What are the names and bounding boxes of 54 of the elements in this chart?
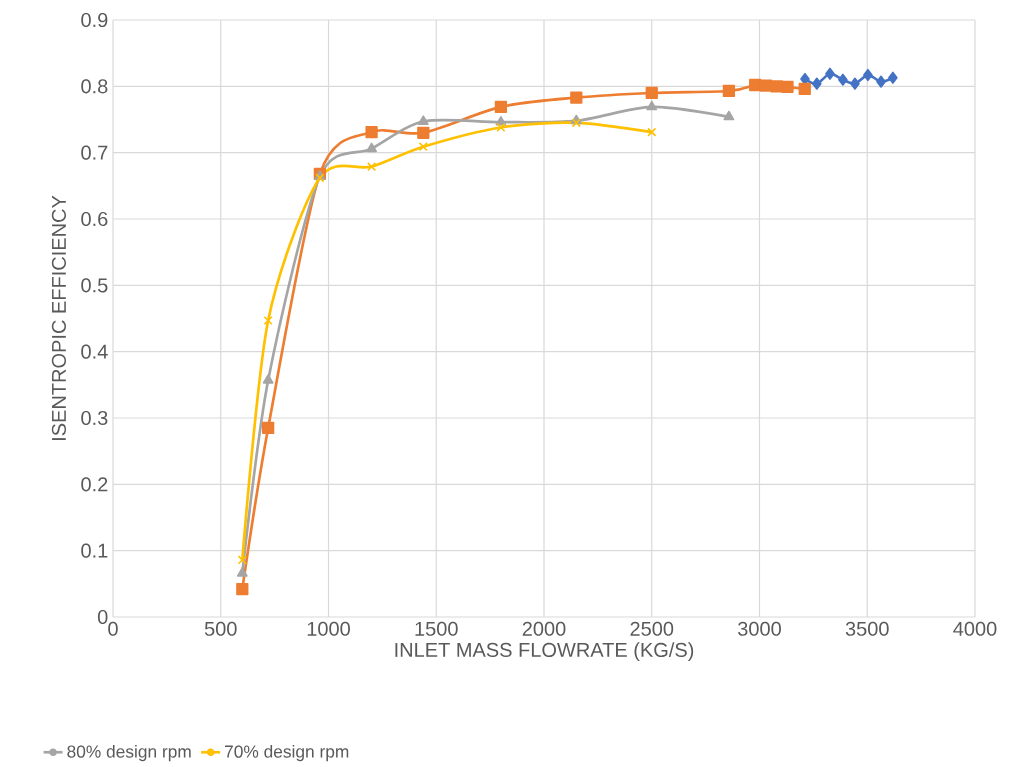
point	[496, 122, 506, 133]
x-tick-label: 3000	[738, 621, 781, 636]
point	[494, 100, 508, 114]
x-tick-label: 1000	[307, 621, 350, 636]
y-tick-label: 0	[97, 609, 108, 625]
point	[571, 118, 581, 128]
y-tick-label: 0.8	[81, 79, 108, 94]
point	[236, 583, 249, 596]
point	[850, 77, 860, 90]
point	[838, 73, 848, 86]
point	[418, 142, 428, 152]
x-tick-label: 500	[204, 621, 237, 636]
x-tick-label: 0	[108, 621, 118, 636]
y-tick-label: 0.4	[81, 344, 108, 359]
x-tick-label: 3500	[845, 621, 889, 636]
point	[876, 75, 886, 88]
x-tick-label: 4000	[953, 621, 997, 636]
point	[236, 567, 248, 577]
y-tick-label: 0.1	[81, 543, 108, 558]
point	[749, 78, 762, 92]
point	[888, 71, 898, 84]
point	[262, 374, 274, 384]
legend-label: 80% design rpm	[67, 744, 191, 762]
point	[825, 67, 835, 80]
point	[262, 421, 275, 435]
point	[812, 77, 822, 90]
point	[645, 86, 658, 100]
x-tick-label: 2500	[630, 621, 674, 636]
x-axis-title: INLET MASS FLOWRATE (KG/S)	[395, 642, 694, 661]
y-tick-label: 0.5	[81, 278, 108, 293]
point	[237, 555, 247, 565]
point	[646, 100, 658, 111]
point	[781, 80, 794, 94]
legend-label: 70% design rpm	[225, 744, 349, 762]
point	[863, 68, 873, 82]
x-tick-label: 1500	[415, 621, 458, 636]
point	[723, 110, 735, 121]
point	[367, 162, 377, 172]
y-tick-label: 0.9	[81, 12, 108, 28]
point	[366, 142, 378, 153]
point	[417, 126, 430, 139]
point	[417, 115, 429, 125]
y-tick-label: 0.7	[81, 145, 108, 160]
point	[722, 84, 736, 98]
y-tick-label: 0.2	[81, 477, 108, 492]
point	[647, 127, 657, 137]
point	[570, 91, 583, 104]
y-tick-label: 0.6	[81, 211, 108, 227]
point	[798, 82, 811, 96]
y-axis-title: ISENTROPIC EFFICIENCY	[51, 195, 66, 440]
y-tick-label: 0.3	[81, 410, 108, 426]
x-tick-label: 2000	[522, 621, 566, 636]
point	[365, 125, 378, 139]
point	[263, 315, 273, 326]
